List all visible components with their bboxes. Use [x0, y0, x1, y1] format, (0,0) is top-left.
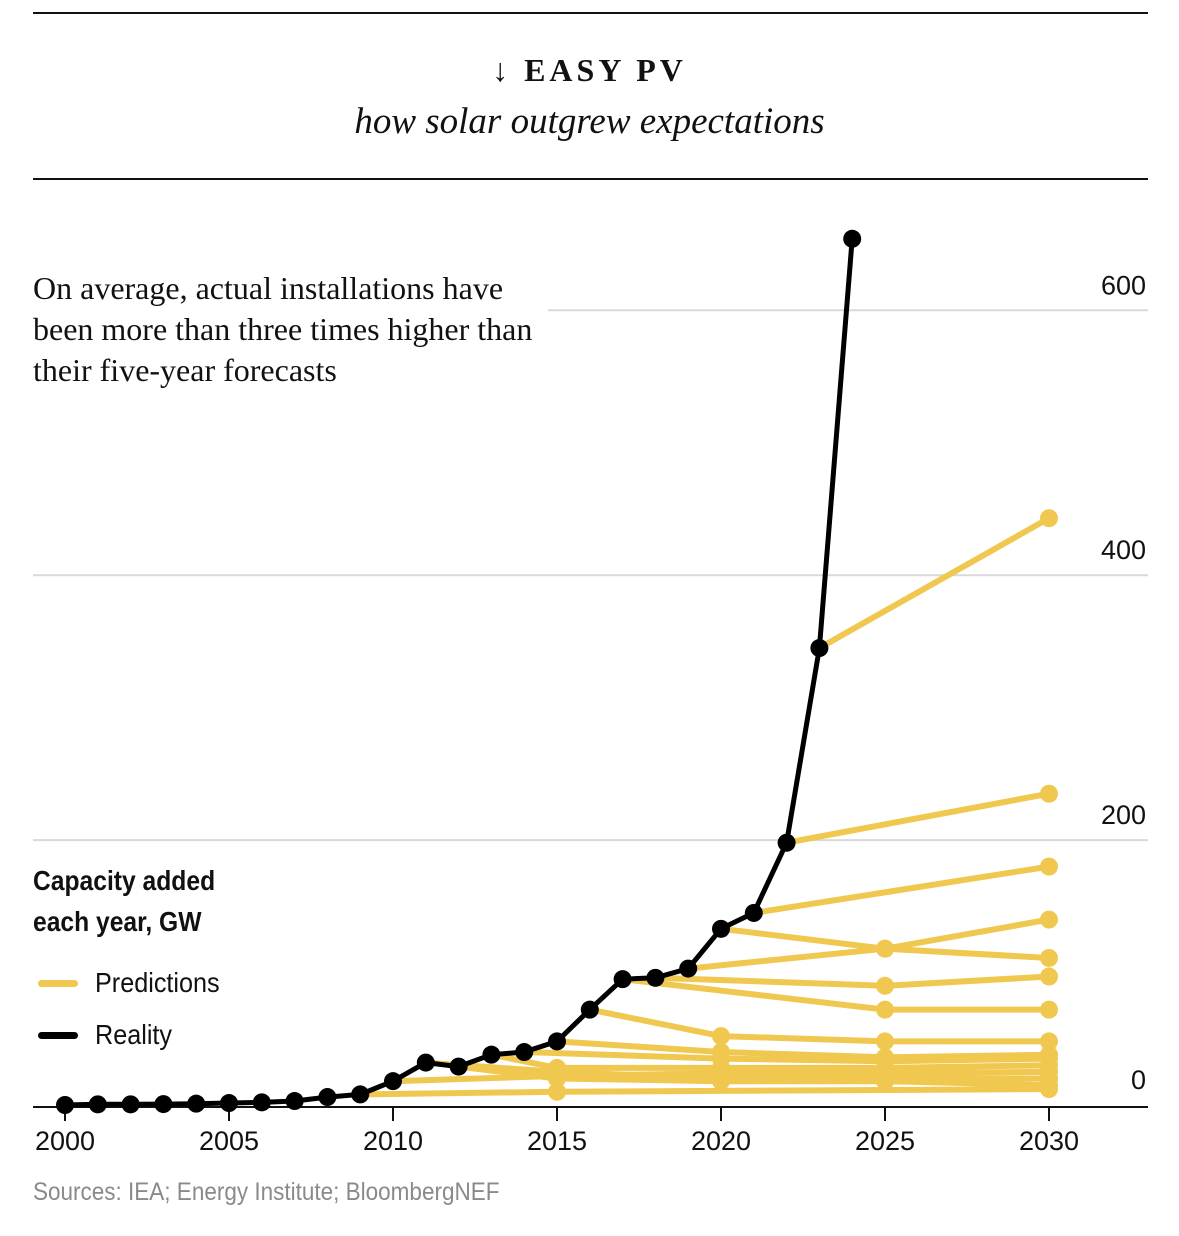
- prediction-line-13: [750, 863, 1052, 916]
- reality-point-2021: [744, 903, 763, 922]
- prediction-point-8-2020: [712, 1027, 730, 1046]
- prediction-line-6: [521, 1049, 1052, 1065]
- x-tick-label-2005: 2005: [199, 1126, 259, 1156]
- prediction-point-11-2030: [1040, 948, 1058, 967]
- prediction-line-15: [816, 515, 1052, 651]
- prediction-point-8-2025: [876, 1032, 894, 1051]
- reality-point-2023: [810, 639, 829, 658]
- reality-point-2019: [679, 959, 698, 978]
- reality-point-2024: [843, 229, 862, 248]
- prediction-point-12-2030: [1040, 910, 1058, 929]
- reality-point-2000: [56, 1096, 74, 1114]
- reality-point-2014: [515, 1043, 534, 1062]
- x-tick-label-2030: 2030: [1019, 1126, 1079, 1156]
- prediction-point-4-2030: [1040, 1076, 1058, 1095]
- chart-annotation: On average, actual installations have be…: [33, 270, 533, 388]
- x-tick-label-2010: 2010: [363, 1126, 423, 1156]
- y-tick-label-0: 0: [1131, 1065, 1146, 1095]
- predictions-swatch: [38, 980, 78, 987]
- reality-point-2016: [580, 1000, 599, 1019]
- reality-point-2005: [220, 1094, 238, 1113]
- source-note: Sources: IEA; Energy Institute; Bloomber…: [33, 1178, 500, 1206]
- y-axis-label: Capacity added each year, GW: [33, 865, 216, 937]
- prediction-point-12-2025: [876, 939, 894, 958]
- reality-point-2022: [777, 833, 796, 852]
- x-tick-label-2000: 2000: [35, 1126, 95, 1156]
- prediction-point-4-2020: [712, 1072, 730, 1091]
- prediction-point-4-2025: [876, 1072, 894, 1091]
- prediction-point-14-2030: [1040, 784, 1058, 803]
- prediction-line-1: [357, 1086, 1052, 1098]
- prediction-point-7-2020: [712, 1043, 730, 1062]
- prediction-point-1-2015: [548, 1082, 566, 1101]
- prediction-line-7: [554, 1038, 1052, 1061]
- prediction-point-13-2030: [1040, 857, 1058, 876]
- legend-label-reality: Reality: [95, 1019, 173, 1050]
- reality-swatch: [38, 1032, 78, 1039]
- prediction-point-7-2030: [1040, 1045, 1058, 1064]
- prediction-point-15-2030: [1040, 509, 1058, 528]
- prediction-point-10-2030: [1040, 967, 1058, 986]
- y-tick-label-400: 400: [1101, 535, 1146, 565]
- prediction-point-5-2015: [548, 1058, 566, 1077]
- reality-point-2009: [351, 1085, 370, 1104]
- prediction-point-7-2025: [876, 1048, 894, 1067]
- reality-point-2011: [416, 1053, 435, 1072]
- reality-point-2015: [548, 1032, 566, 1051]
- chart-subtitle: how solar outgrew expectations: [354, 101, 825, 142]
- prediction-line-14: [783, 790, 1052, 846]
- x-tick-label-2020: 2020: [691, 1126, 751, 1156]
- reality-point-2018: [646, 968, 665, 987]
- y-tick-label-600: 600: [1101, 270, 1146, 300]
- reality-point-2001: [88, 1095, 107, 1114]
- x-tick-label-2025: 2025: [855, 1126, 915, 1156]
- reality-point-2012: [449, 1057, 468, 1076]
- prediction-line-10: [652, 973, 1052, 989]
- reality-point-2008: [318, 1088, 337, 1107]
- prediction-point-9-2025: [876, 1000, 894, 1019]
- prediction-point-10-2025: [876, 976, 894, 995]
- reality-point-2017: [613, 970, 632, 989]
- prediction-line-11: [685, 945, 1052, 972]
- prediction-line-8: [586, 1006, 1052, 1045]
- reality-point-2010: [384, 1072, 402, 1091]
- top-rule: [33, 12, 1148, 14]
- header-rule: [33, 178, 1148, 180]
- prediction-point-9-2030: [1040, 1000, 1058, 1019]
- prediction-point-8-2030: [1040, 1032, 1058, 1051]
- reality-point-2013: [482, 1045, 501, 1064]
- reality-point-2020: [712, 919, 730, 938]
- reality-point-2006: [252, 1093, 271, 1112]
- reality-point-2003: [154, 1095, 173, 1114]
- y-tick-label-200: 200: [1101, 800, 1146, 830]
- legend-label-predictions: Predictions: [95, 967, 220, 998]
- reality-point-2004: [187, 1094, 206, 1113]
- x-tick-label-2015: 2015: [527, 1126, 587, 1156]
- reality-point-2007: [285, 1092, 304, 1111]
- reality-point-2002: [121, 1095, 140, 1114]
- chart-title: ↓ EASY PV: [492, 52, 687, 88]
